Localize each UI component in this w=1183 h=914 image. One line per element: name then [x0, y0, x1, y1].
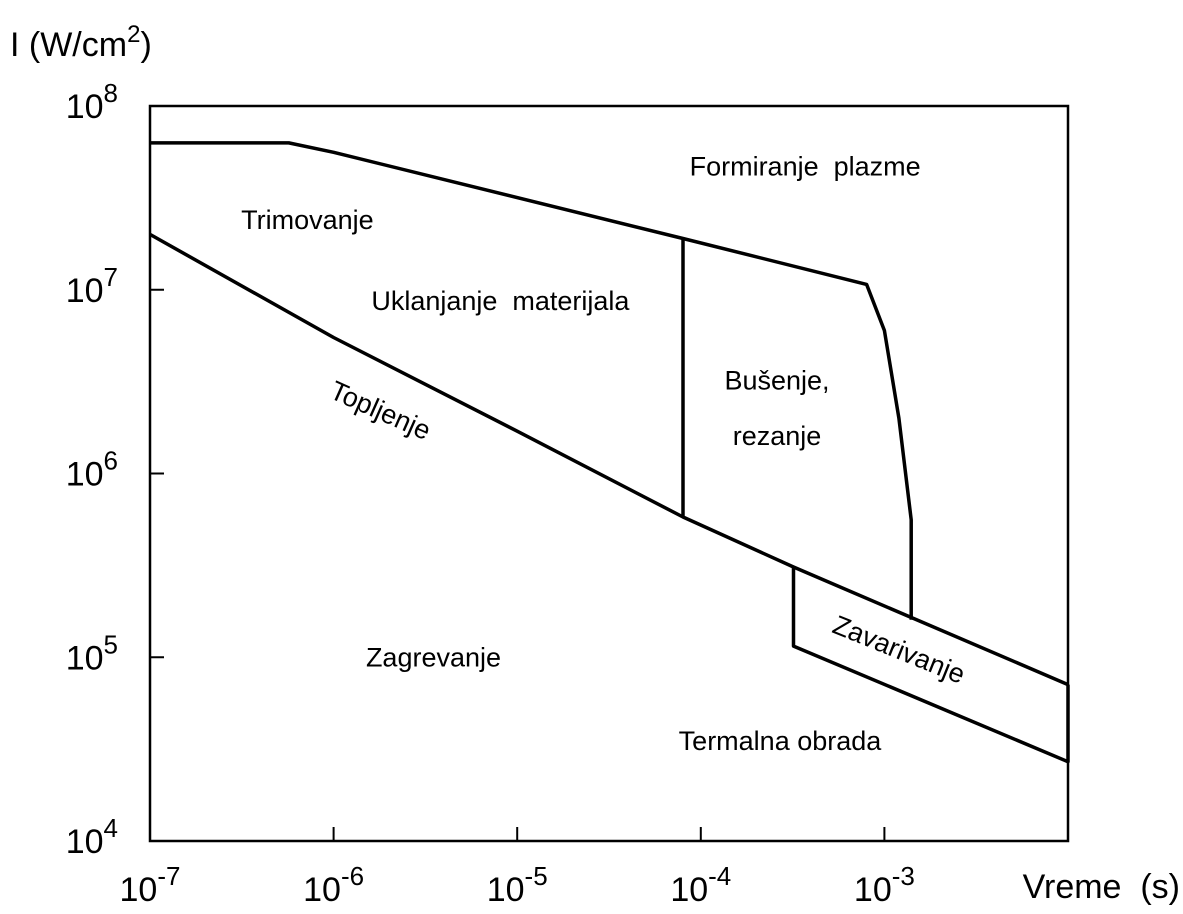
region-label: Zagrevanje — [366, 642, 501, 672]
tick-label: 107 — [66, 262, 118, 310]
tick-label-exponent: -5 — [525, 861, 548, 891]
region-label: Trimovanje — [241, 205, 374, 235]
tick-label-exponent: -4 — [708, 861, 731, 891]
region-label: Termalna obrada — [679, 726, 883, 756]
tick-label: 10-4 — [670, 861, 731, 909]
tick-label-base: 10 — [66, 88, 104, 126]
x-axis-label: Vreme (s) — [1023, 868, 1180, 906]
tick-label: 104 — [66, 813, 118, 861]
tick-label: 10-7 — [120, 861, 181, 909]
tick-label-base: 10 — [66, 272, 104, 310]
tick-label-exponent: 5 — [104, 629, 118, 659]
tick-label-base: 10 — [66, 639, 104, 677]
tick-label-exponent: 4 — [104, 813, 118, 843]
tick-label-exponent: -6 — [341, 861, 364, 891]
tick-label-base: 10 — [854, 871, 892, 909]
tick-label: 10-5 — [487, 861, 548, 909]
tick-label-exponent: 8 — [104, 78, 118, 108]
tick-label-base: 10 — [670, 871, 708, 909]
region-label: rezanje — [733, 421, 822, 451]
tick-label-base: 10 — [120, 871, 158, 909]
tick-label-exponent: -7 — [157, 861, 180, 891]
tick-label-base: 10 — [66, 823, 104, 861]
tick-label-base: 10 — [487, 871, 525, 909]
region-label: Uklanjanje materijala — [371, 286, 630, 316]
tick-label: 10-6 — [303, 861, 364, 909]
y-axis-label: I (W/cm2) — [10, 21, 152, 64]
tick-label: 105 — [66, 629, 118, 677]
tick-label-exponent: 6 — [104, 446, 118, 476]
tick-label-exponent: 7 — [104, 262, 118, 292]
boundary-line — [150, 141, 913, 620]
boundary-line — [149, 232, 1069, 687]
boundary-line — [791, 567, 1070, 764]
region-label: Topljenje — [326, 375, 436, 446]
tick-label: 106 — [66, 446, 118, 494]
tick-label: 10-3 — [854, 861, 915, 909]
region-label: Formiranje plazme — [690, 151, 921, 181]
tick-label-base: 10 — [303, 871, 341, 909]
region-label: Zavarivanje — [829, 610, 970, 690]
region-label: Bušenje, — [724, 366, 829, 396]
tick-label-base: 10 — [66, 456, 104, 494]
tick-label-exponent: -3 — [892, 861, 915, 891]
tick-label: 108 — [66, 78, 118, 126]
